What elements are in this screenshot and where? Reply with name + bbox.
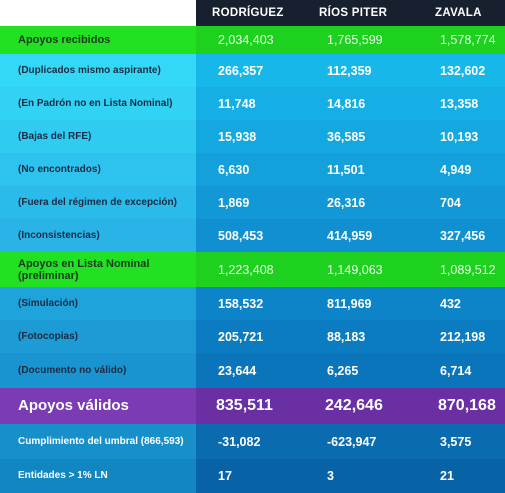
row-label: (Bajas del RFE) (0, 120, 196, 153)
value-cell: 23,644 (218, 363, 257, 378)
column-header-rodriguez: RODRÍGUEZ (196, 0, 299, 26)
header-row: RODRÍGUEZ RÍOS PITER ZAVALA (0, 0, 505, 26)
row-label: (En Padrón no en Lista Nominal) (0, 87, 196, 120)
table-row: (Bajas del RFE) 15,938 36,585 10,193 (0, 120, 505, 153)
row-label: Apoyos en Lista Nominal (preliminar) (0, 252, 196, 287)
value-cell: 432 (440, 296, 461, 311)
table-row: Entidades > 1% LN 17 3 21 (0, 459, 505, 493)
value-cell: 10,193 (440, 129, 479, 144)
row-label: (Simulación) (0, 287, 196, 320)
value-cell: 15,938 (218, 129, 257, 144)
value-cell: 36,585 (327, 129, 366, 144)
table-row: Apoyos en Lista Nominal (preliminar) 1,22… (0, 252, 505, 287)
value-cell: 132,602 (440, 63, 486, 78)
value-cell: 205,721 (218, 329, 264, 344)
value-cell: -623,947 (327, 434, 377, 449)
value-cell: 1,578,774 (440, 33, 496, 47)
table-row: (Fuera del régimen de excepción) 1,869 26,… (0, 186, 505, 219)
header-blank (0, 0, 196, 26)
row-label: Apoyos válidos (0, 388, 196, 424)
value-cell: 508,453 (218, 228, 264, 243)
value-cell: 6,265 (327, 363, 359, 378)
row-label: (Duplicados mismo aspirante) (0, 54, 196, 87)
table-row: (En Padrón no en Lista Nominal) 11,748 14,… (0, 87, 505, 120)
value-cell: 242,646 (325, 397, 383, 414)
value-cell: 6,630 (218, 162, 250, 177)
value-cell: 1,149,063 (327, 262, 383, 277)
table-row: (Documento no válido) 23,644 6,265 6,714 (0, 353, 505, 388)
table-row: Apoyos válidos 835,511 242,646 870,168 (0, 388, 505, 424)
row-label: (Documento no válido) (0, 353, 196, 388)
value-cell: 2,034,403 (218, 33, 274, 47)
value-cell: 835,511 (216, 397, 273, 414)
value-cell: -31,082 (218, 434, 261, 449)
value-cell: 158,532 (218, 296, 264, 311)
value-cell: 21 (440, 469, 454, 483)
row-label: Entidades > 1% LN (0, 459, 196, 493)
value-cell: 4,949 (440, 162, 472, 177)
value-cell: 704 (440, 195, 461, 210)
value-cell: 1,089,512 (440, 262, 496, 277)
value-cell: 1,223,408 (218, 262, 274, 277)
row-label: (Fuera del régimen de excepción) (0, 186, 196, 219)
column-header-zavala: ZAVALA (405, 0, 505, 26)
row-label: Cumplimiento del umbral (866,593) (0, 424, 196, 459)
value-cell: 11,501 (327, 162, 365, 177)
value-cell: 414,959 (327, 228, 373, 243)
value-cell: 811,969 (327, 296, 372, 311)
value-cell: 327,456 (440, 228, 486, 243)
value-cell: 266,357 (218, 63, 264, 78)
table-row: Cumplimiento del umbral (866,593) -31,082… (0, 424, 505, 459)
value-cell: 3 (327, 469, 334, 483)
value-cell: 3,575 (440, 434, 472, 449)
value-cell: 870,168 (438, 397, 496, 414)
value-cell: 212,198 (440, 329, 486, 344)
value-cell: 1,869 (218, 195, 250, 210)
value-cell: 17 (218, 469, 232, 483)
value-cell: 112,359 (327, 63, 372, 78)
row-label: (No encontrados) (0, 153, 196, 186)
table-row: (No encontrados) 6,630 11,501 4,949 (0, 153, 505, 186)
row-label: Apoyos recibidos (0, 26, 196, 54)
table-row: Apoyos recibidos 2,034,403 1,765,599 1,578,… (0, 26, 505, 54)
value-cell: 26,316 (327, 195, 366, 210)
table-row: (Inconsistencias) 508,453 414,959 327,456 (0, 219, 505, 252)
row-label: (Inconsistencias) (0, 219, 196, 252)
table-row: (Simulación) 158,532 811,969 432 (0, 287, 505, 320)
column-header-rios-piter: RÍOS PITER (299, 0, 405, 26)
table-row: (Duplicados mismo aspirante) 266,357 112,3… (0, 54, 505, 87)
value-cell: 14,816 (327, 96, 366, 111)
value-cell: 13,358 (440, 96, 479, 111)
value-cell: 88,183 (327, 329, 366, 344)
value-cell: 1,765,599 (327, 33, 383, 47)
row-label: (Fotocopias) (0, 320, 196, 353)
value-cell: 6,714 (440, 363, 472, 378)
table-row: (Fotocopias) 205,721 88,183 212,198 (0, 320, 505, 353)
value-cell: 11,748 (218, 96, 256, 111)
